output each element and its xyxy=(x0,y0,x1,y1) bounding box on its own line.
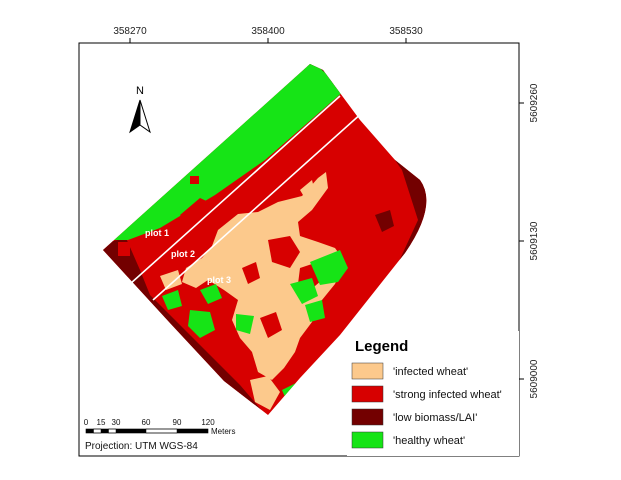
plot-label: plot 1 xyxy=(145,228,169,238)
legend-label: 'strong infected wheat' xyxy=(393,389,502,401)
strong-infected-area xyxy=(268,236,300,268)
healthy-area xyxy=(305,300,325,322)
x-tick-label: 358270 xyxy=(113,26,147,37)
infected-area xyxy=(300,180,316,200)
scale-tick-label: 90 xyxy=(173,418,182,427)
scale-tick-label: 0 xyxy=(84,418,89,427)
plot-lines xyxy=(129,95,364,301)
strong-infected-area xyxy=(180,198,215,226)
healthy-area xyxy=(200,284,222,304)
healthy-area xyxy=(290,278,318,304)
infected-area xyxy=(182,172,345,380)
strong-infected-area xyxy=(260,312,282,338)
y-tick-label: 5609130 xyxy=(529,221,540,260)
y-tick-label: 5609000 xyxy=(529,359,540,398)
scale-tick-label: 60 xyxy=(142,418,151,427)
low-biomass-area xyxy=(375,210,394,232)
legend-label: 'healthy wheat' xyxy=(393,435,465,447)
legend-label: 'low biomass/LAI' xyxy=(393,412,477,424)
legend-title: Legend xyxy=(355,338,408,355)
plot-label: plot 3 xyxy=(207,275,231,285)
scale-tick-label: 120 xyxy=(201,418,215,427)
x-tick-label: 358400 xyxy=(251,26,285,37)
legend-label: 'infected wheat' xyxy=(393,366,468,378)
healthy-area xyxy=(162,290,182,310)
y-tick-label: 5609260 xyxy=(529,83,540,122)
strong-infected-area xyxy=(242,262,260,284)
strong-infected-area xyxy=(155,222,180,244)
healthy-area xyxy=(310,250,348,285)
strong-infected-area xyxy=(205,206,213,214)
scale-bar: 0 15 30 60 90 120 Meters xyxy=(84,418,236,436)
scale-unit: Meters xyxy=(211,427,235,436)
infected-area xyxy=(250,376,280,410)
north-label: N xyxy=(136,85,144,97)
x-tick-label: 358530 xyxy=(389,26,423,37)
infected-area xyxy=(160,270,182,290)
plot-label: plot 2 xyxy=(171,249,195,259)
legend-swatch-healthy xyxy=(351,431,384,449)
healthy-area xyxy=(236,314,254,334)
legend-swatch-infected xyxy=(351,362,384,380)
north-arrow-icon: N xyxy=(129,85,151,134)
strong-infected-area xyxy=(118,242,130,256)
scale-tick-label: 15 xyxy=(97,418,106,427)
legend-swatch-low-biomass xyxy=(351,408,384,426)
strong-infected-area xyxy=(190,176,199,184)
legend: Legend 'infected wheat' 'strong infected… xyxy=(347,331,519,456)
projection-label: Projection: UTM WGS-84 xyxy=(85,441,198,452)
axis-ticks xyxy=(129,38,524,380)
scale-tick-label: 30 xyxy=(112,418,121,427)
legend-swatch-strong-infected xyxy=(351,385,384,403)
healthy-area xyxy=(188,310,215,338)
